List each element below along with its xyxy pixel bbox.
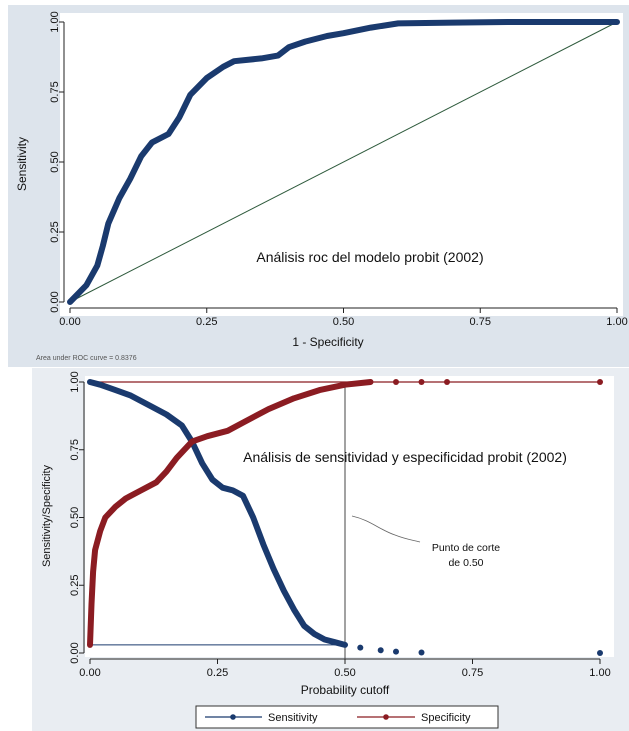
- sens-spec-y-tick-label: 0.00: [69, 642, 81, 663]
- specificity-curve: [87, 379, 374, 648]
- roc-x-tick-label: 0.25: [196, 316, 217, 328]
- roc-y-axis-label: Sensitivity: [15, 137, 29, 191]
- legend-marker-sensitivity: [230, 714, 236, 720]
- roc-annotation: Análisis roc del modelo probit (2002): [256, 249, 483, 265]
- callout-leader-line: [351, 515, 421, 543]
- roc-y-tick-label: 0.50: [49, 151, 61, 172]
- roc-x-tick-label: 0.75: [470, 316, 491, 328]
- roc-y-tick-label: 1.00: [49, 11, 61, 32]
- roc-curve: [67, 19, 620, 305]
- legend-label-specificity: Specificity: [421, 712, 471, 724]
- roc-area-note: Area under ROC curve = 0.8376: [36, 355, 137, 362]
- legend-box: [195, 705, 499, 729]
- roc-plot-area: [60, 13, 623, 316]
- specificity-point: [393, 379, 399, 385]
- sens-spec-x-tick-label: 0.75: [462, 667, 483, 679]
- sens-spec-y-tick-label: 1.00: [69, 371, 81, 392]
- callout-line-2: de 0.50: [448, 557, 483, 569]
- specificity-point: [597, 379, 603, 385]
- sensitivity-point: [357, 644, 364, 651]
- legend-label-sensitivity: Sensitivity: [268, 712, 318, 724]
- roc-x-axis-label: 1 - Specificity: [292, 335, 363, 349]
- roc-axes: 0.00 0.25 0.50 0.75 1.00 0.00 0.25 0.50 0.75 1.00: [49, 11, 628, 328]
- roc-y-tick-label: 0.25: [49, 221, 61, 242]
- sens-spec-axes: 0.00 0.25 0.50 0.75 1.00 0.00 0.25 0.50 0.75 1.00: [69, 371, 611, 679]
- roc-x-tick-label: 0.00: [59, 316, 80, 328]
- sens-spec-x-tick-label: 0.25: [207, 667, 228, 679]
- legend-marker-specificity: [383, 714, 389, 720]
- sens-spec-annotation: Análisis de sensitividad y especificidad…: [243, 449, 567, 465]
- sens-spec-x-axis-label: Probability cutoff: [301, 683, 390, 697]
- sensitivity-curve: [87, 379, 348, 648]
- legend-item-specificity: Specificity: [357, 712, 471, 724]
- sens-spec-y-axis-label: Sensitivity/Specificity: [41, 464, 53, 567]
- sens-spec-plot-area: [85, 376, 614, 657]
- sens-spec-y-tick-label: 0.50: [69, 507, 81, 528]
- sensitivity-point: [418, 649, 425, 656]
- sensitivity-point: [377, 647, 384, 654]
- sens-spec-y-tick-label: 0.75: [69, 439, 81, 460]
- sens-spec-markers: [357, 379, 603, 656]
- roc-y-tick-label: 0.75: [49, 81, 61, 102]
- legend-item-sensitivity: Sensitivity: [205, 712, 318, 724]
- sens-spec-x-tick-label: 0.00: [79, 667, 100, 679]
- sens-spec-y-tick-label: 0.25: [69, 575, 81, 596]
- roc-reference-line: [69, 21, 618, 303]
- sens-spec-x-tick-label: 0.50: [334, 667, 355, 679]
- roc-y-tick-label: 0.00: [49, 291, 61, 312]
- sensitivity-point: [393, 648, 399, 655]
- specificity-point: [444, 379, 450, 385]
- callout-line-1: Punto de corte: [432, 542, 500, 554]
- roc-x-tick-label: 0.50: [333, 316, 354, 328]
- sens-spec-x-tick-label: 1.00: [589, 667, 610, 679]
- specificity-point: [418, 379, 425, 385]
- sensitivity-point: [597, 650, 603, 656]
- roc-x-tick-label: 1.00: [606, 316, 627, 328]
